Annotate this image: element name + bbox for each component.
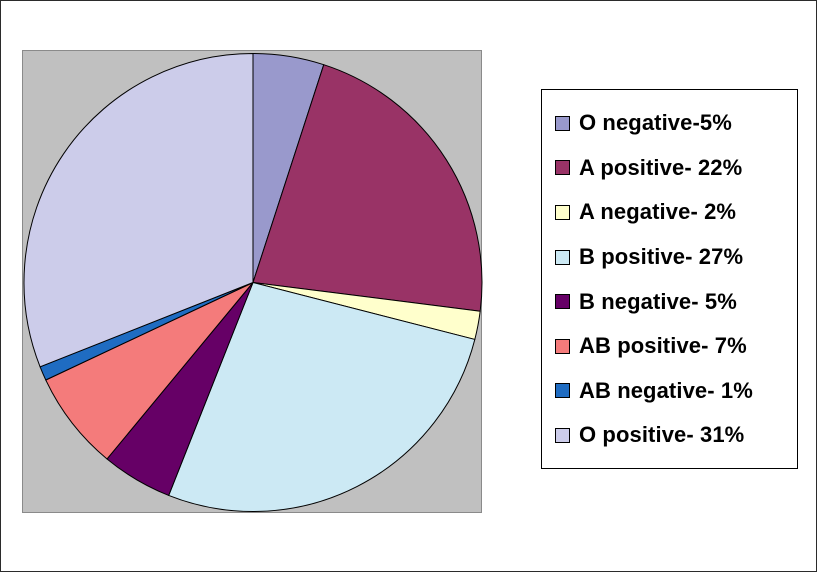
legend-swatch-a-positive	[555, 160, 570, 176]
legend-item-o-negative: O negative-5%	[542, 101, 797, 146]
pie-slice-b-positive	[168, 282, 476, 512]
legend-item-o-positive: O positive- 31%	[542, 413, 797, 458]
legend-label-b-negative: B negative- 5%	[579, 288, 737, 314]
legend-swatch-b-positive	[555, 249, 570, 265]
legend-label-ab-positive: AB positive- 7%	[579, 333, 747, 359]
legend-swatch-ab-positive	[555, 338, 570, 354]
legend-swatch-ab-negative	[555, 383, 570, 399]
legend-item-b-positive: B positive- 27%	[542, 235, 797, 280]
legend-label-o-negative: O negative-5%	[579, 110, 732, 136]
legend-item-b-negative: B negative- 5%	[542, 279, 797, 324]
legend-label-b-positive: B positive- 27%	[579, 244, 744, 270]
legend-swatch-o-positive	[555, 427, 570, 443]
legend-item-ab-negative: AB negative- 1%	[542, 369, 797, 414]
legend-swatch-o-negative	[555, 115, 570, 131]
legend-item-a-negative: A negative- 2%	[542, 190, 797, 235]
legend-item-a-positive: A positive- 22%	[542, 146, 797, 191]
legend-swatch-a-negative	[555, 204, 570, 220]
legend-label-ab-negative: AB negative- 1%	[579, 377, 753, 403]
pie-slice-o-positive	[23, 53, 254, 368]
legend-label-a-positive: A positive- 22%	[579, 154, 743, 180]
legend-label-o-positive: O positive- 31%	[579, 422, 745, 448]
pie-slice-a-positive	[252, 64, 483, 312]
pie-chart	[23, 53, 483, 512]
legend-label-a-negative: A negative- 2%	[579, 199, 737, 225]
plot-area	[22, 50, 483, 513]
legend-item-ab-positive: AB positive- 7%	[542, 324, 797, 369]
legend-swatch-b-negative	[555, 294, 570, 310]
legend: O negative-5% A positive- 22% A negative…	[541, 89, 798, 469]
